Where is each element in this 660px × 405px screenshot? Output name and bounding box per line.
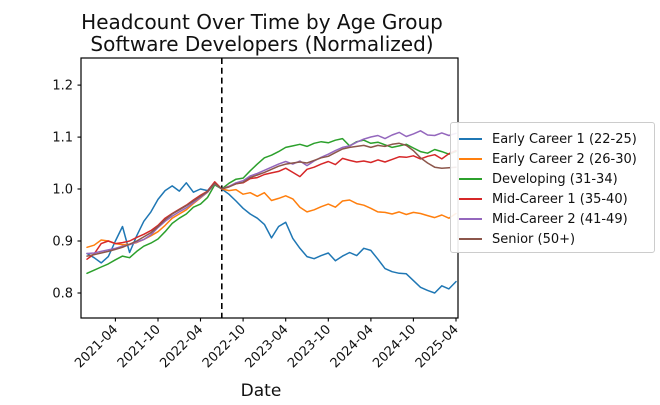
legend-label: Mid-Career 2 (41-49) [492,211,628,227]
series-line-0 [86,181,457,294]
plot-area [80,57,459,319]
series-line-2 [86,137,457,275]
legend-swatch-mid-career-1 [459,198,482,200]
legend-label: Mid-Career 1 (35-40) [492,191,628,207]
legend-label: Early Career 2 (26-30) [492,151,637,167]
x-tick-label: 2024-04 [328,322,377,371]
x-tick-label: 2021-10 [115,322,164,371]
y-tick-label: 0.8 [52,287,73,302]
x-tick-label: 2022-10 [200,322,249,371]
series-line-5 [86,142,457,257]
y-tick-label: 1.2 [52,79,73,94]
x-axis-title: Date [241,381,282,401]
series-line-3 [86,149,457,260]
legend-entry-developing: Developing (31-34) [459,169,646,189]
legend-swatch-mid-career-2 [459,218,482,220]
legend-entry-mid-career-2: Mid-Career 2 (41-49) [459,209,646,229]
y-tick-label: 0.9 [52,235,73,250]
legend-swatch-early-career-1 [459,138,482,140]
series-line-4 [86,130,457,255]
x-tick-marks [114,318,457,322]
legend-swatch-early-career-2 [459,158,482,160]
y-tick-label: 1.0 [52,183,73,198]
legend-swatch-developing [459,178,482,180]
x-tick-label: 2021-04 [72,322,121,371]
chart-title-line1: Headcount Over Time by Age Group [81,10,443,34]
x-tick-label: 2023-10 [285,322,334,371]
y-axis-labels: 0.8 0.9 1.0 1.1 1.2 [52,79,73,302]
x-tick-label: 2022-04 [157,322,206,371]
legend-swatch-senior [459,238,482,240]
legend: Early Career 1 (22-25) Early Career 2 (2… [450,122,655,253]
legend-label: Developing (31-34) [492,171,618,187]
legend-label: Early Career 1 (22-25) [492,131,637,147]
legend-label: Senior (50+) [492,231,576,247]
x-tick-label: 2023-04 [243,322,292,371]
y-tick-label: 1.1 [52,131,73,146]
legend-entry-early-career-2: Early Career 2 (26-30) [459,149,646,169]
legend-entry-early-career-1: Early Career 1 (22-25) [459,129,646,149]
y-tick-marks [77,84,81,294]
legend-entry-senior: Senior (50+) [459,229,646,249]
series-layer [86,130,457,294]
legend-entry-mid-career-1: Mid-Career 1 (35-40) [459,189,646,209]
chart-title-line2: Software Developers (Normalized) [90,32,433,56]
x-tick-label: 2024-10 [370,322,419,371]
x-axis-labels: 2021-04 2021-10 2022-04 2022-10 2023-04 … [72,322,462,371]
x-tick-label: 2025-04 [413,322,462,371]
